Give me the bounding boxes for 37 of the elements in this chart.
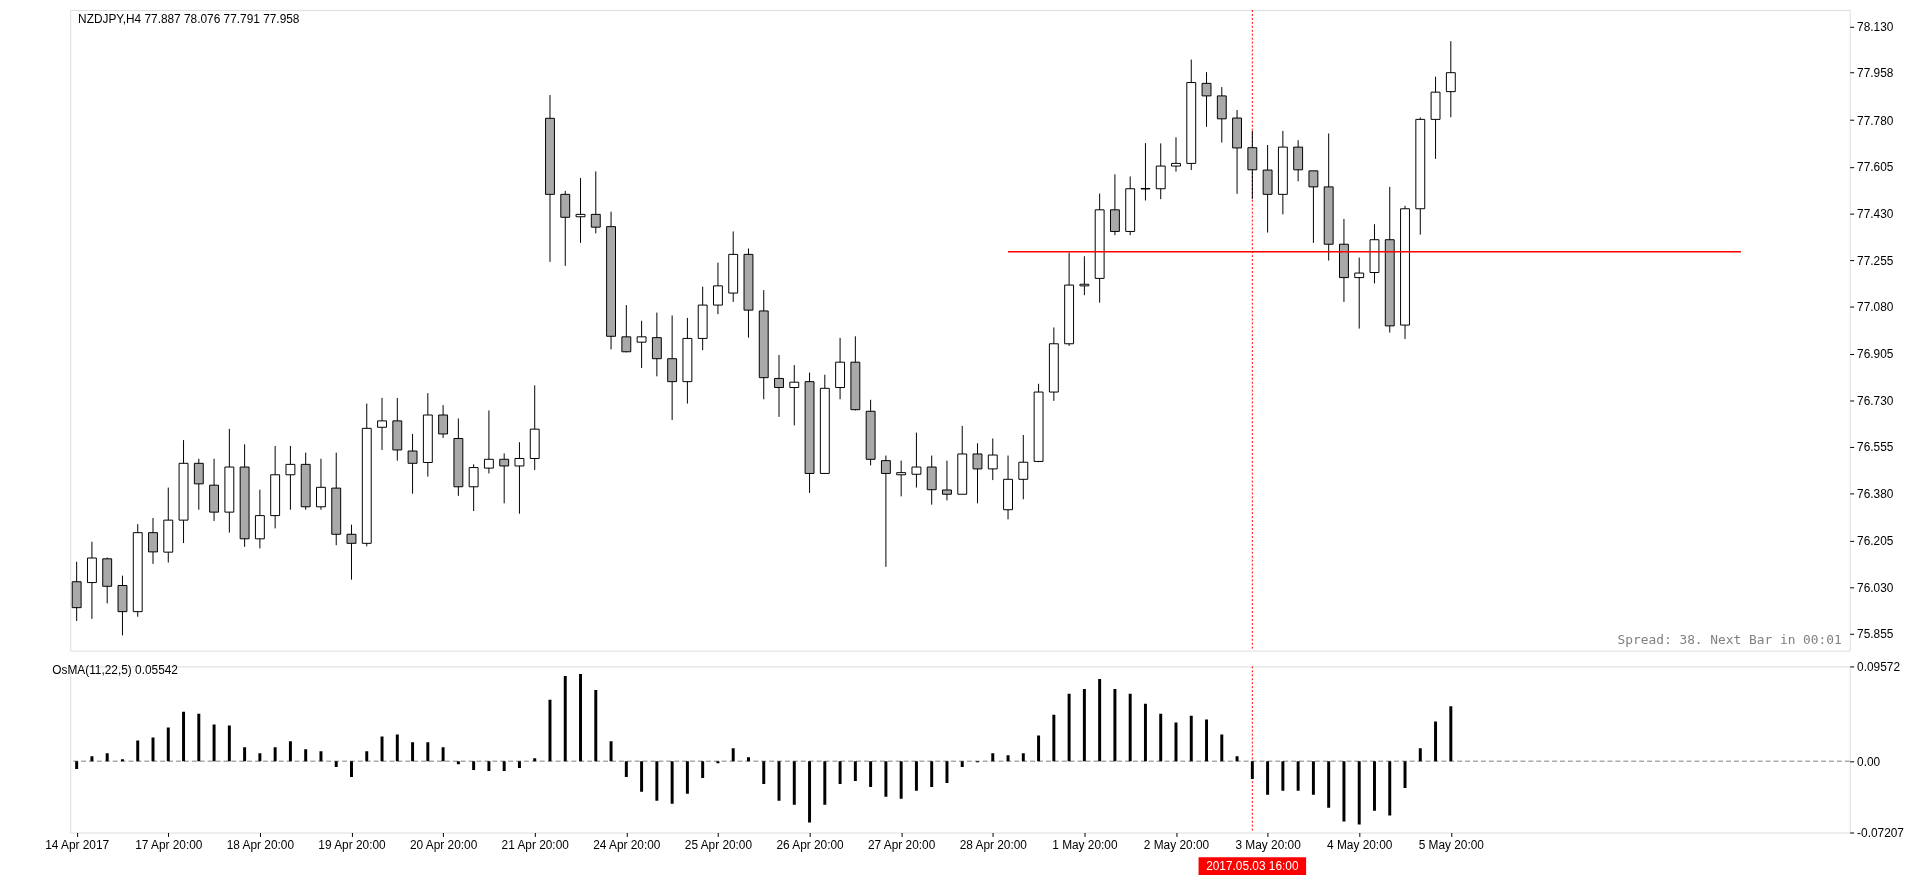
- annotation: Spread: 38. Next Bar in 00:01: [1617, 631, 1842, 647]
- y-tick-label: 75.855: [1857, 627, 1894, 642]
- y-tick-label: 0.00: [1857, 754, 1881, 769]
- y-tick-label: 0.09572: [1857, 659, 1900, 674]
- y-tick-label: 76.555: [1857, 440, 1894, 455]
- x-tick-label: 26 Apr 20:00: [776, 837, 845, 852]
- x-tick-label: 24 Apr 20:00: [593, 837, 661, 852]
- x-tick-label: 3 May 20:00: [1235, 837, 1302, 852]
- y-tick-label: 77.430: [1857, 207, 1894, 222]
- y-tick-label: 78.130: [1857, 20, 1894, 35]
- y-tick-label: 77.255: [1857, 253, 1894, 268]
- y-tick-label: 77.958: [1857, 66, 1894, 81]
- chart-title: OsMA(11,22,5) 0.05542: [52, 663, 178, 678]
- y-tick-label: 76.905: [1857, 347, 1894, 362]
- x-tick-label: 4 May 20:00: [1327, 837, 1393, 852]
- x-tick-label: 27 Apr 20:00: [868, 837, 936, 852]
- y-tick-label: 76.380: [1857, 487, 1894, 502]
- y-tick-label: 77.780: [1857, 113, 1894, 128]
- x-tick-label: 19 Apr 20:00: [318, 837, 387, 852]
- x-tick-label: 20 Apr 20:00: [409, 837, 478, 852]
- y-tick-label: 76.030: [1857, 580, 1894, 595]
- x-tick-label: 21 Apr 20:00: [501, 837, 570, 852]
- y-tick-label: 77.605: [1857, 160, 1894, 175]
- y-tick-label: 76.730: [1857, 393, 1894, 408]
- x-tick-label: 18 Apr 20:00: [226, 837, 295, 852]
- x-tick-label: 1 May 20:00: [1052, 837, 1118, 852]
- x-tick-label: 14 Apr 2017: [45, 837, 110, 852]
- y-tick-label: 76.205: [1857, 533, 1894, 548]
- x-tick-label: 28 Apr 20:00: [959, 837, 1028, 852]
- x-tick-label: 2 May 20:00: [1143, 837, 1210, 852]
- chart-title: NZDJPY,H4 77.887 78.076 77.791 77.958: [78, 12, 300, 27]
- y-tick-label: 77.080: [1857, 300, 1894, 315]
- y-tick-label: -0.07207: [1857, 825, 1904, 840]
- x-tick-label: 2017.05.03 16:00: [1206, 859, 1299, 874]
- x-tick-label: 5 May 20:00: [1418, 837, 1485, 852]
- x-tick-label: 25 Apr 20:00: [684, 837, 753, 852]
- x-tick-label: 17 Apr 20:00: [135, 837, 203, 852]
